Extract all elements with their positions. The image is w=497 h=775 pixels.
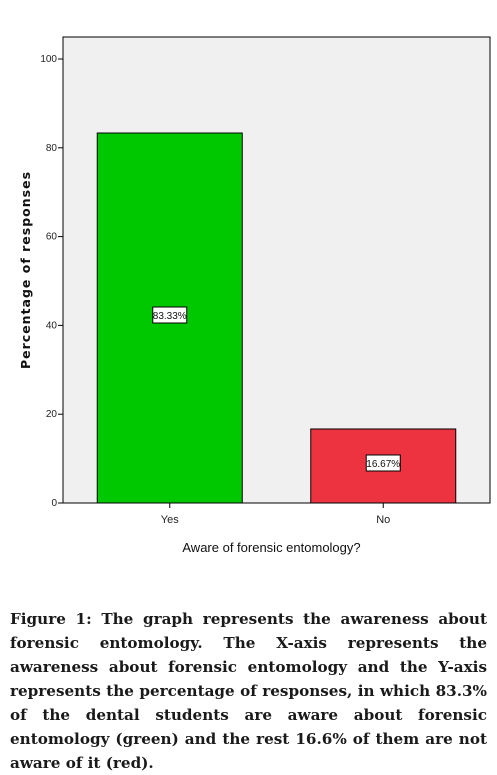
data-label-box <box>365 454 401 472</box>
x-tick-label-no: No <box>376 514 390 526</box>
axes-layer: 0 20 40 60 80 100 Yes No <box>40 54 390 526</box>
data-label-no: 16.67% <box>366 459 400 470</box>
data-label-box <box>152 306 188 324</box>
data-label-yes: 83.33% <box>153 311 187 322</box>
y-axis-title: Percentage of responses <box>18 171 33 369</box>
bars-layer: 83.33% 16.67% <box>96 132 457 504</box>
y-tick-label: 80 <box>46 143 58 154</box>
y-tick-label: 0 <box>51 498 57 509</box>
y-tick-label: 100 <box>40 54 57 65</box>
y-tick-label: 60 <box>46 232 58 243</box>
x-axis-title: Aware of forensic entomology? <box>182 540 360 555</box>
chart-svg: 83.33% 16.67% 0 20 40 60 80 100 Yes No Aware of … <box>18 36 491 555</box>
y-tick-label: 20 <box>46 409 58 420</box>
bar-chart: 83.33% 16.67% 0 20 40 60 80 100 Yes No Aware of … <box>18 36 491 555</box>
figure-caption: Figure 1: The graph represents the aware… <box>10 610 487 772</box>
y-tick-label: 40 <box>46 320 58 331</box>
x-tick-label-yes: Yes <box>161 514 179 526</box>
